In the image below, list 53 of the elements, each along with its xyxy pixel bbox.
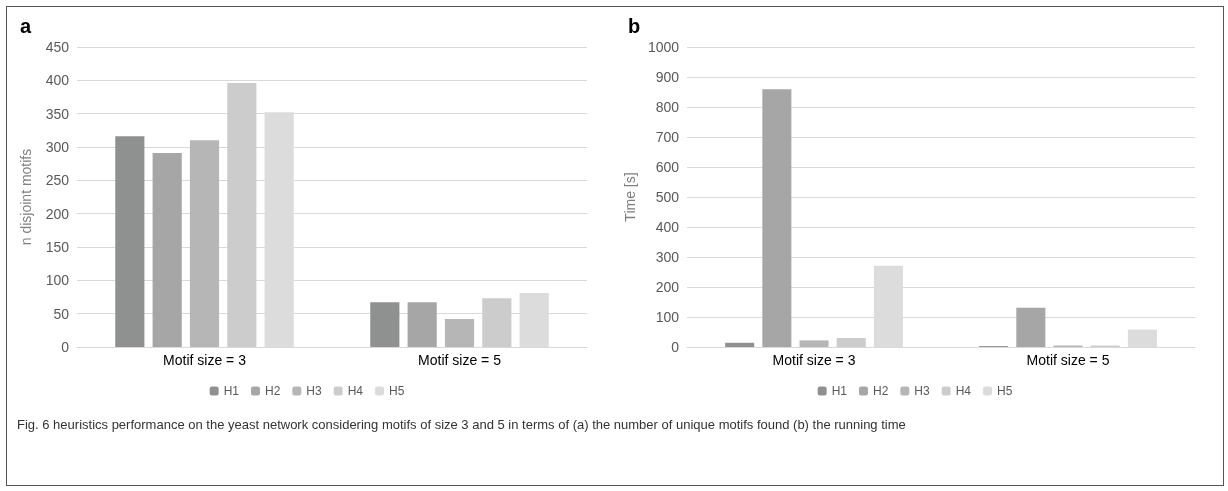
y-axis-title: Time [s] [622,172,638,222]
chart-title: b [628,15,641,37]
bar [1016,307,1046,347]
legend-label: H1 [223,384,240,398]
legend-label: H2 [264,384,281,398]
y-tick-label: 100 [45,272,70,289]
bar [762,89,792,347]
y-axis-title: n disjoint motifs [18,148,34,246]
bar [115,136,145,347]
bar [444,319,475,347]
caption: Fig. 6 heuristics performance on the yeast network considering motifs of size 3 and 5 in terms of (a) the number of unique motifs found (b) the running time [17,416,907,434]
chart-title: a [20,15,32,37]
legend-label: H5 [389,384,405,398]
bar [189,140,220,347]
y-tick-label: 200 [655,279,680,295]
bar [152,153,182,347]
y-tick-label: 450 [45,39,70,55]
y-tick-label: 600 [655,159,680,175]
bar [407,302,437,347]
bar [836,338,866,347]
legend-label: H2 [872,384,889,398]
bar [370,302,400,347]
bar [799,340,829,347]
y-tick-label: 50 [53,305,70,322]
legend-label: H3 [306,384,322,398]
x-tick-label: Motif size = 3 [772,352,856,368]
legend-label: H3 [914,384,930,398]
y-tick-label: 1000 [647,39,680,55]
y-tick-label: 900 [655,69,680,85]
legend-label: H4 [347,384,364,398]
y-tick-label: 0 [671,339,680,355]
bar [482,298,512,347]
y-tick-label: 300 [655,249,680,265]
y-tick-label: 200 [45,205,70,222]
legend-label: H4 [955,384,972,398]
y-tick-label: 250 [45,172,70,189]
x-tick-label: Motif size = 5 [418,352,502,368]
y-tick-label: 700 [655,129,680,145]
y-tick-label: 500 [655,189,680,205]
legend-label: H1 [831,384,848,398]
y-tick-label: 100 [655,309,680,325]
y-tick-label: 300 [45,139,70,155]
y-tick-label: 400 [45,72,70,89]
y-tick-label: 350 [45,105,70,122]
y-tick-label: 800 [655,99,680,115]
y-tick-label: 0 [61,339,70,355]
legend-label: H5 [997,384,1013,398]
y-tick-label: 150 [45,239,70,255]
y-tick-label: 400 [655,219,680,235]
x-tick-label: Motif size = 5 [1026,352,1110,368]
bar [725,342,755,347]
bar [227,83,257,347]
x-tick-label: Motif size = 3 [163,352,247,368]
